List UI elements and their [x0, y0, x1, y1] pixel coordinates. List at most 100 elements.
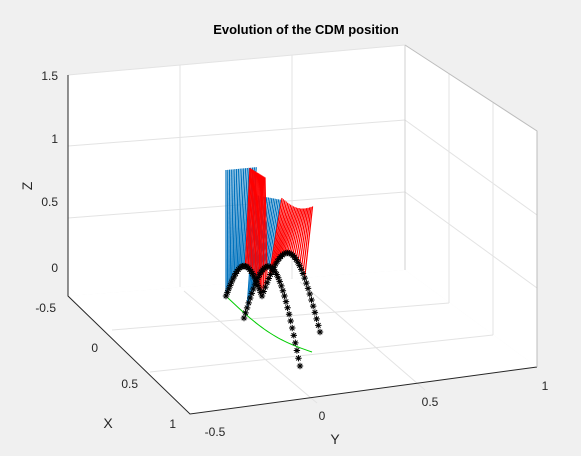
foot-marker — [257, 289, 264, 296]
foot-marker — [296, 262, 303, 269]
swing-leg-red-line — [246, 168, 252, 267]
swing-leg-blue-line — [236, 168, 241, 272]
foot-marker — [295, 355, 302, 362]
foot-marker — [315, 322, 322, 329]
swing-leg-red-line — [287, 207, 299, 254]
plot-area — [222, 167, 324, 370]
foot-marker — [229, 275, 237, 283]
swing-leg-blue-line — [230, 169, 234, 283]
swing-leg-red-line — [278, 204, 292, 259]
foot-marker — [281, 292, 288, 300]
foot-marker — [289, 324, 296, 332]
foot-marker — [275, 274, 282, 281]
x-tick-label: 1 — [169, 417, 176, 431]
swing-leg-blue-line — [239, 168, 245, 268]
foot-marker — [245, 299, 252, 307]
foot-marker — [313, 315, 320, 323]
swing-leg-red-line — [276, 203, 290, 262]
swing-leg-red-line — [275, 202, 289, 265]
y-tick-label: -0.5 — [205, 425, 226, 439]
swing-leg-red-line — [285, 207, 298, 254]
foot-marker — [303, 279, 310, 287]
foot-marker — [222, 292, 230, 300]
foot-marker — [299, 270, 307, 277]
foot-marker — [242, 263, 249, 270]
y-axis: -0.5 0 0.5 1 Y — [205, 379, 549, 447]
swing-leg-red-line — [248, 169, 254, 270]
foot-marker — [225, 285, 232, 293]
foot-marker — [243, 304, 251, 312]
swing-leg-red-line — [254, 172, 258, 279]
z-axis-label: Z — [19, 181, 35, 190]
foot-marker — [226, 282, 234, 289]
z-tick-label: 1.5 — [41, 69, 58, 83]
swing-leg-red-line — [271, 200, 286, 271]
foot-marker — [247, 268, 255, 275]
swing-leg-blue-line — [262, 198, 273, 270]
foot-marker — [298, 266, 305, 273]
foot-marker — [306, 290, 313, 298]
foot-marker — [287, 317, 294, 325]
swing-leg-red-line — [300, 207, 311, 270]
swing-leg-red-line — [280, 205, 293, 257]
foot-marker — [272, 260, 279, 268]
swing-leg-red-line — [290, 208, 302, 255]
foot-marker — [228, 278, 235, 286]
foot-marker — [285, 311, 293, 318]
foot-marker — [251, 275, 259, 283]
x-tick-label: 0 — [91, 341, 98, 355]
foot-marker — [256, 285, 263, 293]
swing-leg-red-line — [302, 206, 312, 274]
swing-leg-red-line — [255, 172, 259, 283]
foot-marker — [309, 302, 317, 310]
swing-leg-red-line — [304, 206, 314, 279]
x-tick-label: -0.5 — [35, 301, 56, 315]
foot-marker — [250, 272, 257, 280]
grid-floor — [111, 281, 494, 404]
swing-leg-blue-line — [232, 169, 236, 279]
foot-marker — [258, 292, 266, 300]
swing-leg-blue-line — [265, 198, 276, 268]
foot-marker — [292, 339, 299, 347]
foot-marker — [290, 332, 297, 339]
foot-marker — [265, 275, 273, 282]
foot-marker — [238, 263, 245, 271]
swing-leg-red-line — [297, 208, 308, 263]
foot-marker — [271, 268, 279, 275]
chart-title: Evolution of the CDM position — [213, 22, 399, 37]
foot-marker — [263, 279, 271, 286]
foot-marker — [253, 277, 260, 285]
foot-marker — [316, 328, 324, 336]
foot-marker — [304, 285, 312, 292]
swing-leg-red-line — [251, 171, 256, 274]
swing-leg-blue-line — [228, 169, 231, 289]
swing-leg-blue-line — [242, 167, 248, 267]
axes-box — [67, 44, 538, 415]
swing-leg-blue-line — [263, 198, 275, 269]
cdm-ground-trace — [227, 297, 313, 353]
swing-leg-red-line — [244, 167, 251, 267]
swing-leg-blue-line — [266, 198, 278, 267]
foot-marker — [274, 257, 281, 265]
x-axis: -0.5 0 0.5 1 X — [35, 301, 176, 431]
foot-marker — [278, 282, 285, 290]
foot-marker — [293, 347, 301, 354]
foot-marker — [311, 309, 319, 316]
z-tick-label: 1 — [51, 132, 58, 146]
swing-leg-red-line — [247, 169, 253, 268]
foot-marker — [240, 314, 248, 322]
z-tick-label: 0.5 — [41, 195, 58, 209]
foot-marker — [251, 281, 259, 289]
axes-walls — [68, 45, 537, 367]
foot-marker — [276, 278, 283, 285]
foot-marker — [231, 272, 238, 280]
foot-marker — [232, 270, 239, 277]
swing-leg-red-line — [283, 206, 296, 254]
foot-marker — [262, 283, 269, 291]
swing-leg-blue-line — [240, 168, 247, 267]
foot-marker — [224, 289, 231, 296]
swing-leg-blue-line — [243, 167, 250, 267]
foot-marker — [308, 296, 315, 304]
foot-marker — [280, 250, 288, 258]
foot-marker — [294, 259, 302, 266]
